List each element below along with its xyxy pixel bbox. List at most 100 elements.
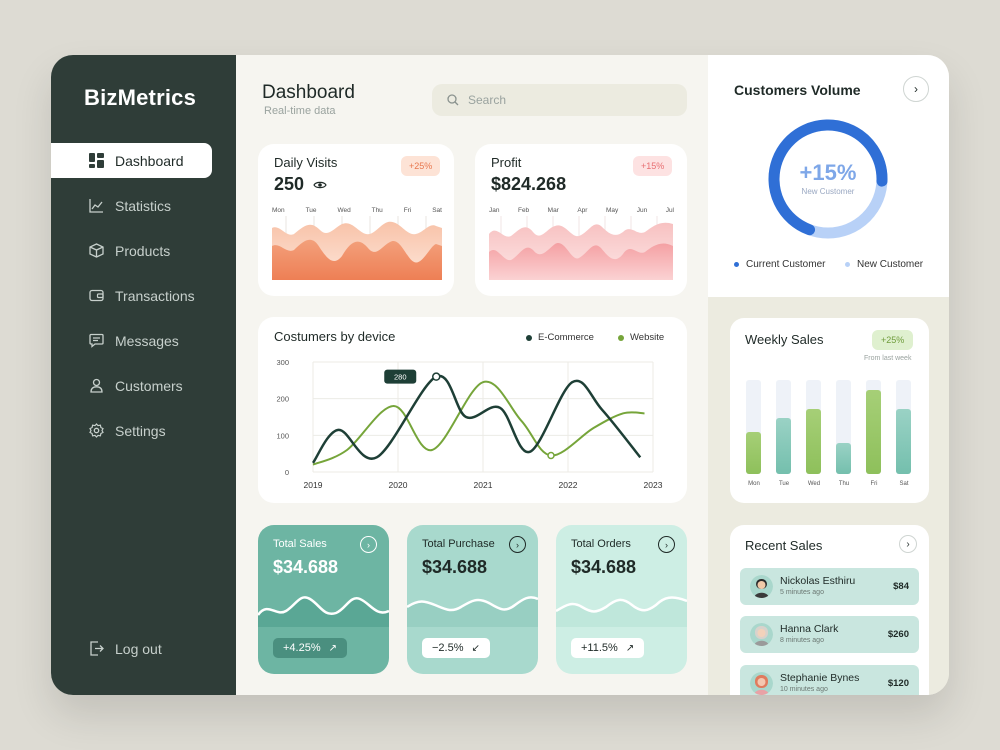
sale-time: 10 minutes ago — [780, 686, 828, 693]
y-tick-label: 100 — [276, 431, 289, 440]
bar-track — [866, 380, 881, 474]
day-label: Mon — [748, 481, 760, 487]
series-line-ecommerce — [311, 374, 642, 464]
chevron-right-icon[interactable]: › — [899, 535, 917, 553]
sidebar-item-transactions[interactable]: Transactions — [51, 278, 236, 313]
chart-title: Costumers by device — [274, 329, 396, 344]
total-sales-card[interactable]: Total Sales $34.688 › +4.25% ↗ — [258, 525, 389, 674]
month-label: Jun — [636, 207, 648, 214]
profit-months: Jan Feb Mar Apr May Jun Jul — [489, 207, 674, 214]
sidebar-item-label: Dashboard — [115, 152, 184, 169]
sidebar-item-messages[interactable]: Messages — [51, 323, 236, 358]
weekly-sales-bar — [776, 417, 791, 474]
stat-wave — [258, 596, 389, 627]
sale-amount: $260 — [887, 629, 909, 640]
stat-label: Total Purchase — [422, 538, 495, 550]
daily-visits-title: Daily Visits — [274, 155, 338, 170]
sidebar-item-label: Settings — [115, 422, 166, 439]
logout-icon — [90, 641, 104, 656]
customer-name: Stephanie Bynes — [780, 672, 860, 684]
legend-label: Website — [630, 332, 665, 343]
total-purchase-card[interactable]: Total Purchase $34.688 › −2.5% ↙ — [407, 525, 538, 674]
day-label: Tue — [305, 207, 317, 214]
tooltip-label: 280 — [394, 373, 407, 382]
arrow-up-right-icon: ↗ — [625, 642, 635, 654]
weekly-sales-card: Weekly Sales +25% From last week Mon Tue W… — [730, 318, 929, 503]
sidebar-item-settings[interactable]: Settings — [51, 413, 236, 448]
stat-change: +4.25% ↗ — [273, 638, 348, 658]
y-tick-label: 300 — [276, 358, 289, 367]
sidebar-nav: Dashboard Statistics Products Transactio… — [51, 143, 236, 458]
x-tick-label: 2021 — [474, 480, 493, 490]
arrow-up-right-icon: ↗ — [328, 642, 338, 654]
search-input[interactable] — [468, 93, 668, 107]
chevron-right-icon[interactable]: › — [360, 536, 377, 553]
stat-wave — [556, 596, 687, 627]
profit-badge: +15% — [633, 156, 673, 176]
profit-card: Profit $824.268 +15% Jan Feb Mar Apr May… — [475, 144, 687, 296]
dashboard-app: BizMetrics Dashboard Statistics Products… — [51, 55, 949, 695]
stat-change-value: +4.25% — [283, 642, 321, 654]
chevron-right-icon[interactable]: › — [658, 536, 675, 553]
sidebar-item-dashboard[interactable]: Dashboard — [51, 143, 212, 178]
logout-button[interactable]: Log out — [51, 631, 236, 666]
legend-dot-current — [734, 262, 739, 267]
list-item[interactable]: Hanna Clark 8 minutes ago $260 — [740, 616, 919, 653]
legend-dot-new — [845, 262, 850, 267]
avatar — [750, 623, 773, 646]
avatar — [750, 575, 773, 598]
eye-icon — [313, 182, 327, 189]
legend-dot-website — [618, 334, 624, 341]
gear-icon — [89, 423, 104, 438]
y-tick-label: 200 — [276, 395, 289, 404]
sidebar-item-statistics[interactable]: Statistics — [51, 188, 236, 223]
stat-value: $34.688 — [571, 557, 637, 577]
daily-visits-days: Mon Tue Wed Thu Fri Sat — [272, 207, 442, 214]
day-label: Thu — [371, 207, 383, 214]
x-tick-label: 2023 — [644, 480, 663, 490]
arrow-down-left-icon: ↙ — [471, 642, 480, 654]
sidebar-item-products[interactable]: Products — [51, 233, 236, 268]
stat-change: −2.5% ↙ — [422, 638, 490, 658]
customers-donut-chart: +15% New Customer — [768, 119, 888, 239]
wallet-icon — [89, 289, 104, 302]
legend-label: E-Commerce — [538, 332, 594, 343]
x-tick-label: 2020 — [389, 480, 408, 490]
sidebar-item-customers[interactable]: Customers — [51, 368, 236, 403]
day-label: Mon — [272, 207, 285, 214]
stat-change: +11.5% ↗ — [571, 638, 645, 658]
sidebar-item-label: Transactions — [115, 287, 195, 304]
stat-value: $34.688 — [273, 557, 339, 577]
weekly-sales-note: From last week — [864, 355, 912, 362]
day-label: Tue — [778, 481, 790, 487]
chevron-right-icon[interactable]: › — [509, 536, 526, 553]
day-label: Thu — [838, 481, 850, 487]
customer-name: Hanna Clark — [780, 623, 839, 635]
list-item[interactable]: Nickolas Esthiru 5 minutes ago $84 — [740, 568, 919, 605]
donut-current-segment — [768, 119, 888, 239]
sidebar-item-label: Customers — [115, 377, 183, 394]
month-label: Feb — [517, 207, 530, 214]
weekly-sales-bar — [866, 390, 881, 474]
customer-name: Nickolas Esthiru — [780, 575, 856, 587]
chevron-right-icon[interactable]: › — [903, 76, 929, 102]
month-label: Apr — [577, 207, 588, 214]
user-icon — [90, 378, 103, 393]
page-title: Dashboard — [262, 82, 355, 103]
grid-icon — [89, 153, 104, 168]
x-tick-label: 2022 — [559, 480, 578, 490]
legend-new-customer: New Customer — [845, 259, 923, 270]
daily-visits-badge: +25% — [401, 156, 441, 176]
data-point-ecommerce — [432, 372, 441, 381]
list-item[interactable]: Stephanie Bynes 10 minutes ago $120 — [740, 665, 919, 695]
legend-item-website: Website — [618, 332, 664, 343]
stat-value: $34.688 — [422, 557, 488, 577]
total-orders-card[interactable]: Total Orders $34.688 › +11.5% ↗ — [556, 525, 687, 674]
x-tick-label: 2019 — [304, 480, 323, 490]
sidebar-item-label: Statistics — [115, 197, 172, 214]
search-icon — [447, 94, 459, 106]
donut-center-label: New Customer — [802, 187, 855, 196]
stat-label: Total Orders — [571, 538, 631, 550]
bar-track — [806, 380, 821, 474]
sale-time: 5 minutes ago — [780, 589, 824, 596]
